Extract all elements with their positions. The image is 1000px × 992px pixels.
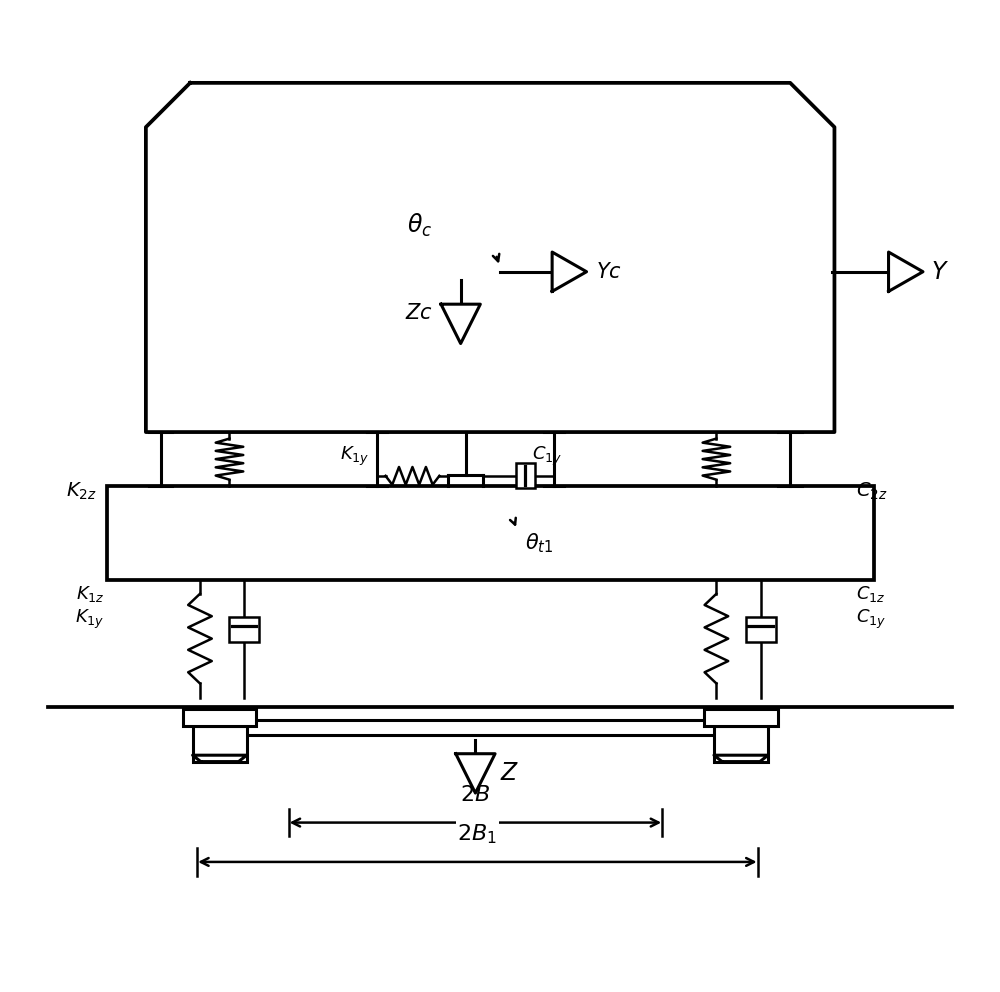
Bar — [516, 463, 535, 488]
Text: $Yc$: $Yc$ — [596, 262, 622, 282]
Text: $\theta_c$: $\theta_c$ — [407, 212, 432, 239]
Bar — [183, 708, 256, 726]
Bar — [746, 617, 776, 642]
Text: $C_{2z}$: $C_{2z}$ — [856, 480, 888, 502]
Polygon shape — [456, 754, 495, 793]
Bar — [704, 708, 778, 726]
Polygon shape — [889, 252, 923, 292]
Bar — [229, 617, 259, 642]
Text: $K_{2z}$: $K_{2z}$ — [66, 480, 96, 502]
Polygon shape — [146, 83, 834, 433]
Text: $2B_1$: $2B_1$ — [457, 822, 497, 846]
Text: $K_{1z}$: $K_{1z}$ — [76, 584, 105, 604]
Bar — [714, 726, 768, 762]
Text: $Y$: $Y$ — [931, 260, 949, 284]
Text: $K_{1y}$: $K_{1y}$ — [75, 607, 105, 631]
Text: $2B$: $2B$ — [460, 785, 490, 805]
Polygon shape — [441, 305, 480, 343]
Text: $Z$: $Z$ — [500, 762, 519, 786]
Polygon shape — [193, 755, 247, 762]
Bar — [107, 486, 874, 579]
Text: $C_{1y}$: $C_{1y}$ — [532, 445, 562, 468]
Text: $K_{1y}$: $K_{1y}$ — [340, 445, 369, 468]
Text: $C_{1z}$: $C_{1z}$ — [856, 584, 886, 604]
Polygon shape — [714, 755, 768, 762]
Bar — [193, 726, 247, 762]
Text: $\theta_{t1}$: $\theta_{t1}$ — [525, 532, 553, 555]
Text: $Zc$: $Zc$ — [405, 303, 433, 323]
Text: $C_{1y}$: $C_{1y}$ — [856, 607, 886, 631]
Polygon shape — [552, 252, 587, 292]
